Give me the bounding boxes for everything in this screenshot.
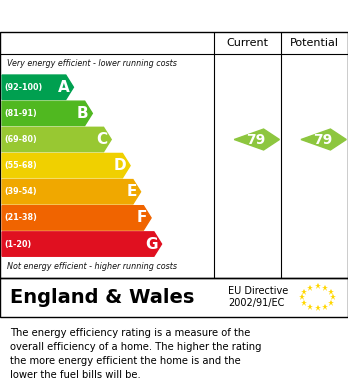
Text: D: D	[114, 158, 126, 173]
Text: Not energy efficient - higher running costs: Not energy efficient - higher running co…	[7, 262, 177, 271]
Text: Very energy efficient - lower running costs: Very energy efficient - lower running co…	[7, 59, 177, 68]
Text: (81-91): (81-91)	[4, 109, 37, 118]
Text: 79: 79	[246, 133, 266, 147]
Text: (92-100): (92-100)	[4, 83, 42, 92]
Text: Current: Current	[227, 38, 269, 48]
Text: A: A	[58, 80, 70, 95]
Text: C: C	[96, 132, 108, 147]
Polygon shape	[2, 232, 161, 256]
Text: (1-20): (1-20)	[4, 240, 31, 249]
Text: Potential: Potential	[290, 38, 339, 48]
Text: (21-38): (21-38)	[4, 213, 37, 222]
Text: 79: 79	[313, 133, 332, 147]
Text: The energy efficiency rating is a measure of the
overall efficiency of a home. T: The energy efficiency rating is a measur…	[10, 328, 262, 380]
Text: (55-68): (55-68)	[4, 161, 37, 170]
Text: EU Directive
2002/91/EC: EU Directive 2002/91/EC	[228, 286, 288, 308]
Polygon shape	[234, 129, 279, 150]
Text: G: G	[145, 237, 158, 251]
Polygon shape	[2, 127, 111, 152]
Polygon shape	[2, 206, 151, 230]
Text: E: E	[126, 184, 137, 199]
Text: B: B	[77, 106, 88, 121]
Polygon shape	[2, 75, 73, 99]
Polygon shape	[2, 179, 141, 204]
Text: (39-54): (39-54)	[4, 187, 37, 196]
Polygon shape	[2, 153, 130, 178]
Polygon shape	[2, 101, 92, 126]
Text: England & Wales: England & Wales	[10, 288, 195, 307]
Polygon shape	[301, 129, 346, 150]
Text: Energy Efficiency Rating: Energy Efficiency Rating	[10, 7, 258, 25]
Text: F: F	[137, 210, 147, 225]
Text: (69-80): (69-80)	[4, 135, 37, 144]
